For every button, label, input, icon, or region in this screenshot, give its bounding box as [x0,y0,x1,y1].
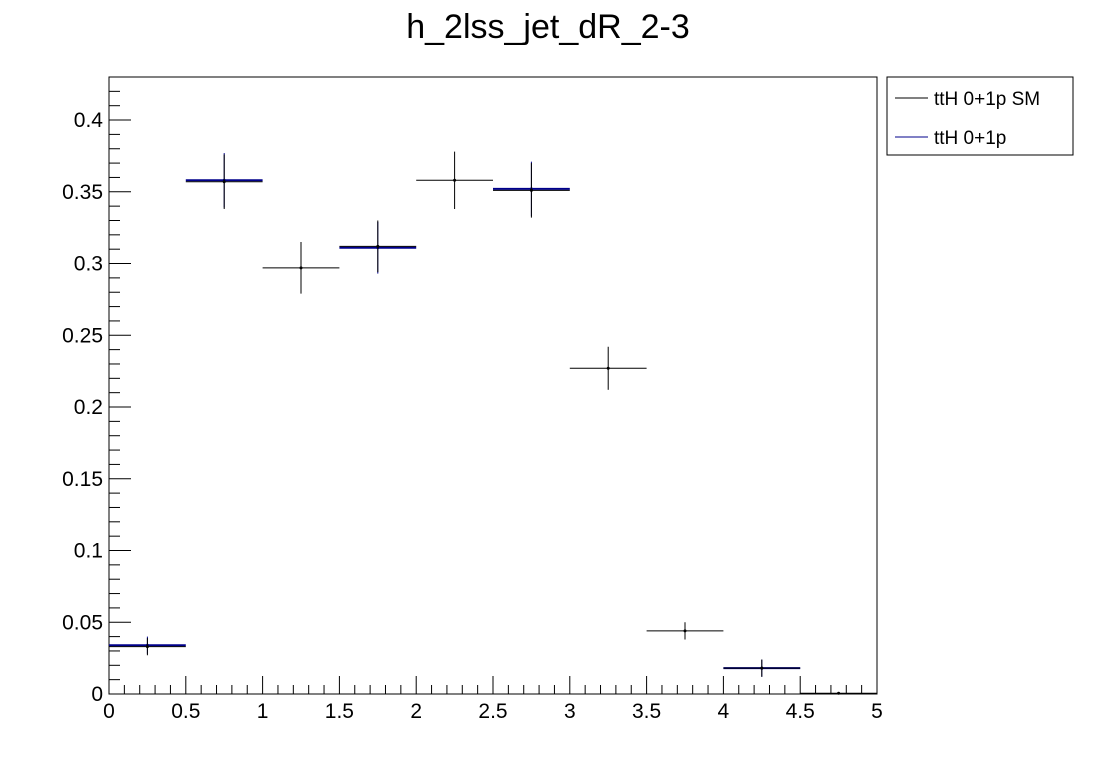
bin-marker [299,266,303,270]
y-tick-label: 0.05 [62,611,103,634]
bin-marker [837,691,841,695]
y-tick-label: 0.4 [74,109,104,132]
bin-marker [606,366,610,370]
chart-title: h_2lss_jet_dR_2-3 [406,8,690,46]
legend-label: ttH 0+1p SM [934,89,1040,110]
legend-label: ttH 0+1p [934,128,1006,149]
bin-marker [760,666,764,670]
x-tick-label: 4 [718,700,730,723]
y-tick-label: 0.35 [62,181,103,204]
bin-marker [529,188,533,192]
legend: ttH 0+1p SM ttH 0+1p [886,76,1074,156]
y-tick-label: 0.1 [74,540,103,563]
x-tick-label: 5 [871,700,883,723]
series-1 [109,153,801,677]
y-tick-label: 0.15 [62,468,103,491]
bin-marker [453,178,457,182]
y-tick-label: 0.3 [74,253,103,276]
data-series [109,151,877,695]
y-axis: 0 0.05 0.1 0.15 0.2 0.25 0.3 0.35 0.4 [62,90,131,706]
x-axis: 0 0.5 1 1.5 2 2.5 3 3.5 4 4.5 5 [103,676,883,723]
legend-box [886,76,1074,156]
bin-marker [145,645,149,649]
x-tick-label: 3 [564,700,576,723]
x-tick-label: 4.5 [786,700,815,723]
series-0 [109,151,877,695]
bin-marker [376,244,380,248]
x-tick-label: 1 [257,700,269,723]
x-tick-label: 0 [103,700,115,723]
y-tick-label: 0 [91,683,103,706]
x-tick-label: 2.5 [478,700,507,723]
bin-marker [222,180,226,184]
y-tick-label: 0.2 [74,396,103,419]
y-tick-label: 0.25 [62,324,103,347]
bin-marker [683,629,687,633]
x-tick-label: 0.5 [171,700,200,723]
x-tick-label: 2 [410,700,422,723]
x-tick-label: 3.5 [632,700,661,723]
x-tick-label: 1.5 [325,700,354,723]
